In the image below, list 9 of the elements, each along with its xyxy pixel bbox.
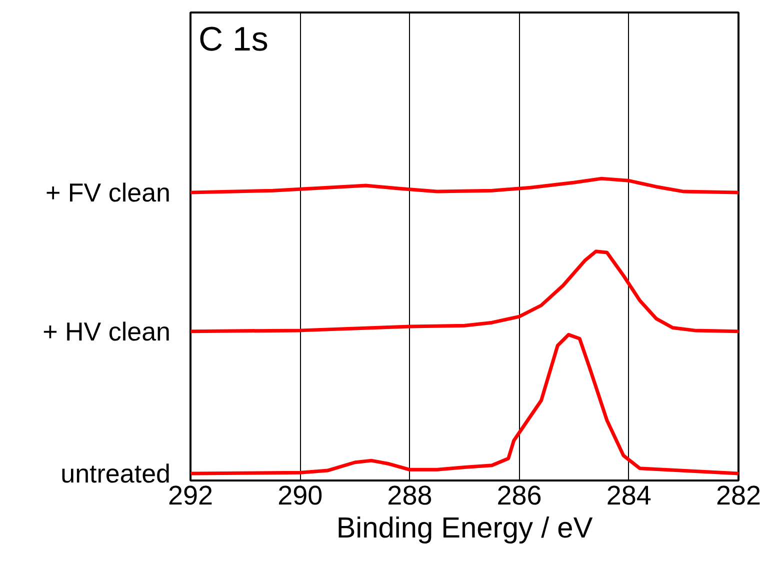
text: C 1s: [198, 20, 268, 58]
x-tick-label: 288: [387, 480, 432, 510]
series-label: + FV clean: [45, 177, 171, 208]
x-tick-label: 290: [278, 480, 323, 510]
x-tick-label: 286: [496, 480, 542, 510]
x-tick-label: 284: [606, 480, 652, 510]
x-axis-title: Binding Energy / eV: [336, 512, 594, 544]
series-label: + HV clean: [42, 316, 170, 346]
x-tick-label: 282: [716, 480, 762, 510]
